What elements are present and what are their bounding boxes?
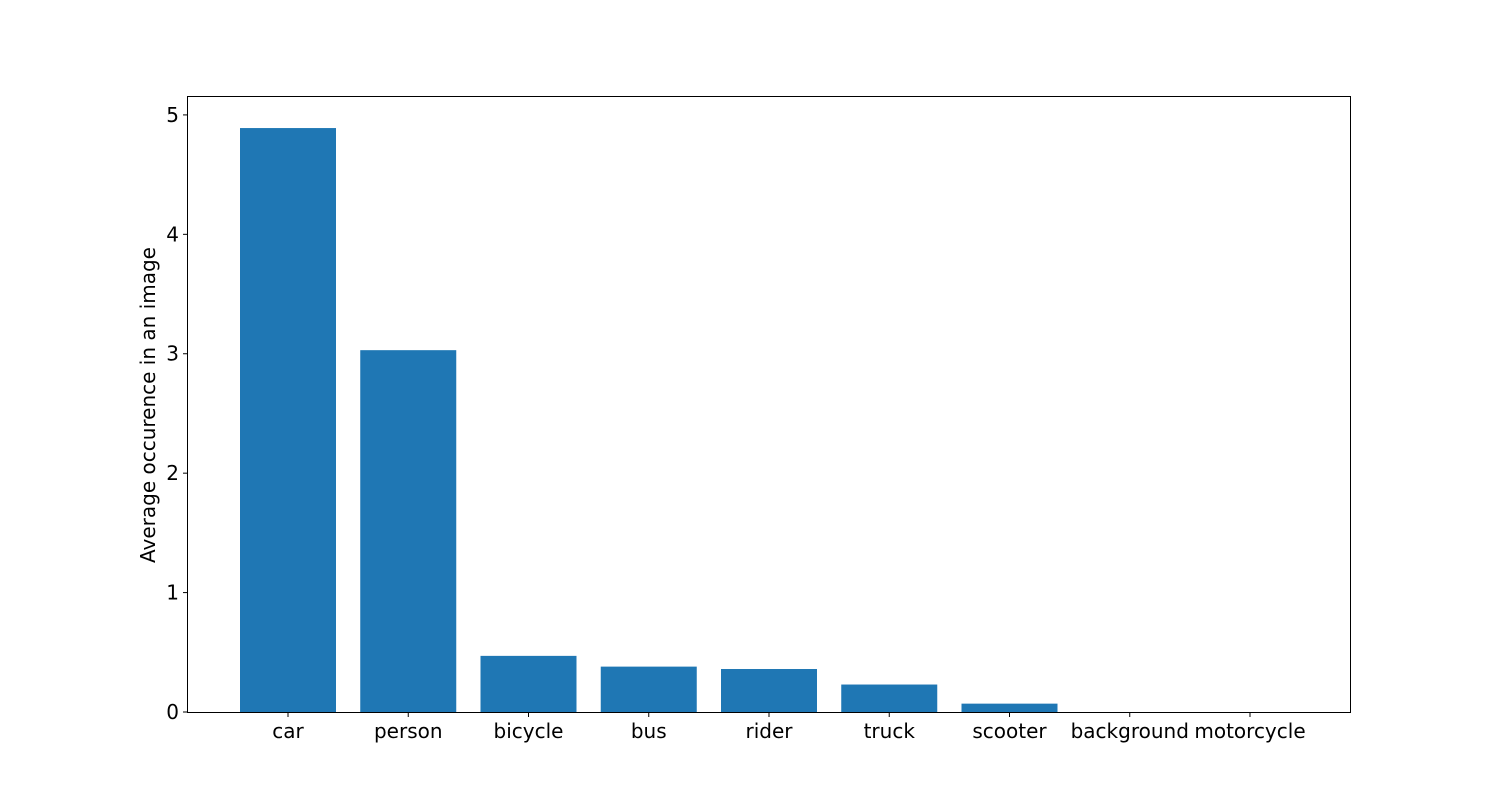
x-axis: car person bicycle bus rider truck scooter back… <box>272 712 1306 743</box>
y-tick-label-4: 4 <box>166 222 179 246</box>
bar-bicycle <box>480 655 577 712</box>
x-tick-label-scooter: scooter <box>972 719 1047 743</box>
y-tick-label-5: 5 <box>166 103 179 127</box>
x-tick-label-bus: bus <box>631 719 667 743</box>
x-tick-label-rider: rider <box>745 719 793 743</box>
bar-car <box>240 128 336 713</box>
y-axis-label: Average occurence in an image <box>136 247 160 563</box>
bar-rider <box>721 669 817 712</box>
bar-truck <box>841 684 938 712</box>
bars-group <box>240 128 1058 713</box>
bar-bus <box>600 666 697 712</box>
x-tick-label-car: car <box>272 719 304 743</box>
x-tick-label-bicycle: bicycle <box>494 719 564 743</box>
x-tick-label-background: background <box>1071 719 1189 743</box>
bar-person <box>360 350 457 712</box>
y-axis: 0 1 2 3 4 5 <box>166 103 188 724</box>
y-tick-label-3: 3 <box>166 342 179 366</box>
x-tick-label-truck: truck <box>864 719 916 743</box>
y-tick-label-0: 0 <box>166 700 179 724</box>
y-tick-label-2: 2 <box>166 461 179 485</box>
y-tick-label-1: 1 <box>166 581 179 605</box>
bar-scooter <box>961 703 1058 712</box>
x-tick-label-motorcycle: motorcycle <box>1194 719 1305 743</box>
x-tick-label-person: person <box>374 719 443 743</box>
